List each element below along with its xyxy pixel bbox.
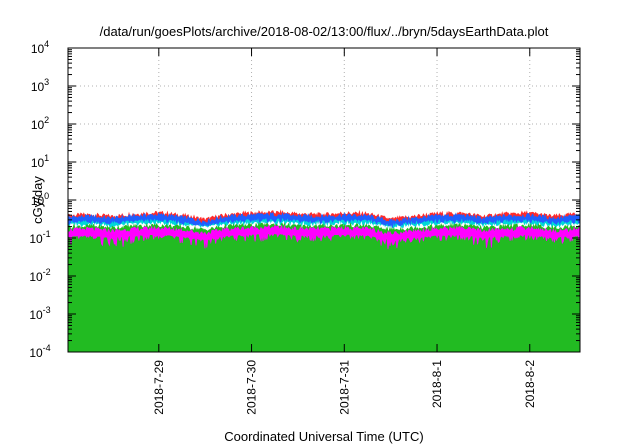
- y-tick-label: 10-3: [29, 305, 50, 322]
- y-tick-label: 102: [31, 115, 49, 132]
- series-line: [67, 209, 581, 223]
- series-area: [68, 223, 580, 352]
- chart-title: /data/run/goesPlots/archive/2018-08-02/1…: [100, 24, 549, 39]
- x-tick-label: 2018-7-29: [152, 360, 166, 415]
- y-tick-label: 10-4: [29, 343, 50, 360]
- series-line: [67, 220, 581, 233]
- series-line: [67, 211, 581, 224]
- x-tick-label: 2018-7-30: [245, 360, 259, 415]
- y-axis-label: cGy/day: [30, 176, 45, 224]
- y-tick-label: 104: [31, 39, 49, 56]
- tick-labels: 10-4 10-3 10-2 10-1 100 101 102 103 104 2018-7-29…: [29, 39, 536, 415]
- ticks: [68, 47, 580, 353]
- x-tick-label: 2018-7-31: [337, 360, 351, 415]
- y-tick-label: 103: [31, 77, 49, 94]
- y-tick-label: 10-1: [29, 229, 50, 246]
- x-tick-label: 2018-8-1: [430, 360, 444, 408]
- series-line: [67, 218, 581, 230]
- x-tick-label: 2018-8-2: [523, 360, 537, 408]
- x-axis-label: Coordinated Universal Time (UTC): [224, 429, 423, 444]
- y-tick-label: 101: [31, 153, 49, 170]
- y-tick-label: 100: [31, 191, 49, 208]
- series-layer: [67, 209, 581, 352]
- y-tick-label: 10-2: [29, 267, 50, 284]
